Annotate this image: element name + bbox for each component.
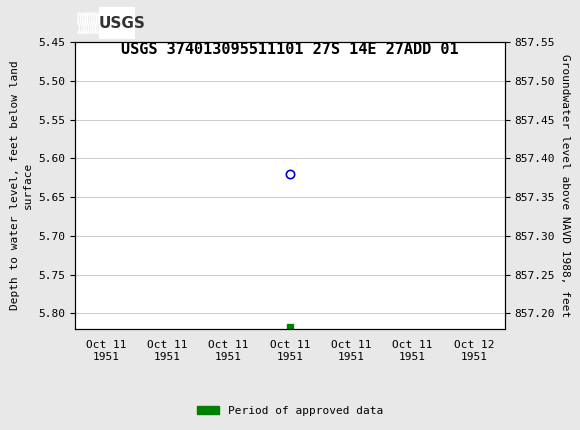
Text: Oct 11
1951: Oct 11 1951 <box>147 341 187 362</box>
Text: Oct 11
1951: Oct 11 1951 <box>86 341 126 362</box>
Text: USGS: USGS <box>99 16 146 31</box>
Text: Oct 11
1951: Oct 11 1951 <box>393 341 433 362</box>
Legend: Period of approved data: Period of approved data <box>193 401 387 420</box>
Y-axis label: Depth to water level, feet below land
surface: Depth to water level, feet below land su… <box>10 61 33 310</box>
Text: USGS 374013095511101 27S 14E 27ADD 01: USGS 374013095511101 27S 14E 27ADD 01 <box>121 42 459 57</box>
Text: Oct 11
1951: Oct 11 1951 <box>331 341 372 362</box>
Text: Oct 11
1951: Oct 11 1951 <box>270 341 310 362</box>
FancyBboxPatch shape <box>99 7 136 39</box>
Text: Oct 11
1951: Oct 11 1951 <box>208 341 249 362</box>
Text: Oct 12
1951: Oct 12 1951 <box>454 341 494 362</box>
Y-axis label: Groundwater level above NAVD 1988, feet: Groundwater level above NAVD 1988, feet <box>560 54 570 317</box>
